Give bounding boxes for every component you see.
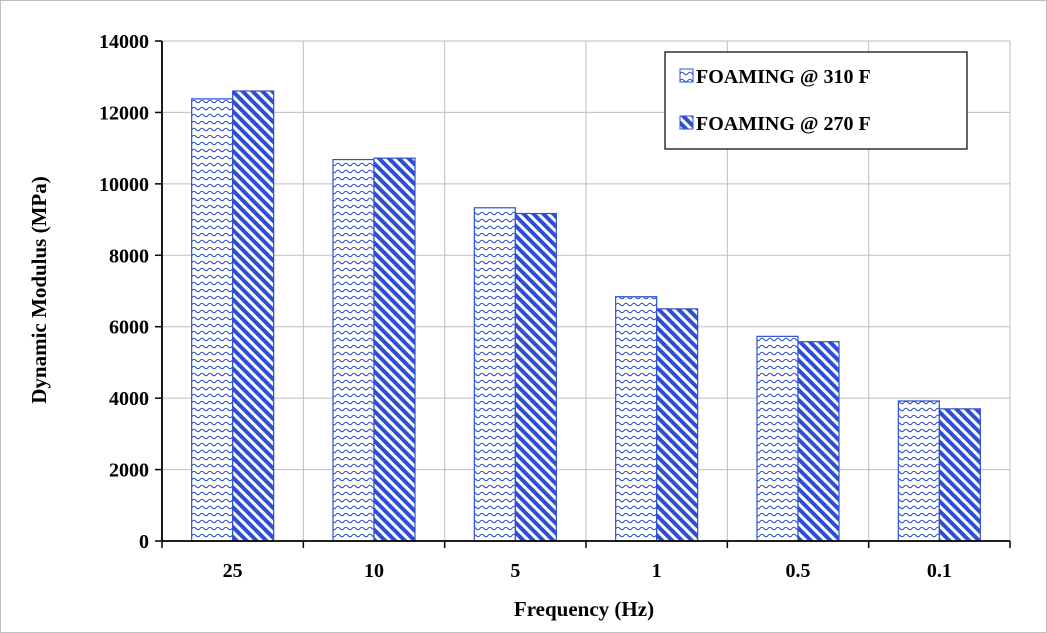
legend-swatch-310: [679, 68, 694, 83]
legend-label-270: FOAMING @ 270 F: [696, 113, 871, 135]
bar-310f-5: [473, 207, 516, 542]
bar-310f-0.5: [756, 335, 799, 542]
gridlines: [162, 40, 1011, 541]
x-tick-label: 0.5: [786, 560, 811, 582]
legend-box: [664, 51, 968, 150]
x-tick-label: 25: [223, 560, 243, 582]
x-tick-label: 5: [510, 560, 520, 582]
axes: [155, 40, 1011, 548]
y-tick-label: 6000: [109, 317, 149, 339]
x-tick-label: 10: [364, 560, 384, 582]
bar-270f-5: [514, 212, 557, 542]
y-tick-label: 10000: [99, 174, 149, 196]
legend-swatch-270: [679, 115, 694, 130]
x-tick-labels: 25 10 5 1 0.5 0.1: [223, 560, 952, 582]
y-tick-label: 12000: [99, 102, 149, 124]
bar-270f-1: [656, 308, 699, 542]
x-tick-label: 1: [652, 560, 662, 582]
y-tick-label: 14000: [99, 31, 149, 53]
bar-310f-1: [615, 296, 658, 542]
legend-label-310: FOAMING @ 310 F: [696, 66, 871, 88]
bars: [191, 90, 981, 542]
bar-270f-0.1: [938, 408, 981, 542]
y-tick-label: 2000: [109, 460, 149, 482]
y-tick-label: 4000: [109, 388, 149, 410]
y-axis-title: Dynamic Modulus (MPa): [27, 176, 51, 404]
legend: FOAMING @ 310 F FOAMING @ 270 F: [664, 51, 968, 150]
bar-270f-0.5: [797, 341, 840, 542]
y-tick-label: 8000: [109, 245, 149, 267]
x-tick-label: 0.1: [927, 560, 952, 582]
bar-270f-25: [232, 90, 275, 542]
bar-310f-10: [332, 158, 375, 542]
x-axis-title: Frequency (Hz): [514, 597, 654, 621]
bar-310f-25: [191, 98, 234, 542]
y-tick-labels: 0 2000 4000 6000 8000 10000 12000 14000: [99, 31, 149, 553]
bar-270f-10: [373, 157, 416, 542]
bar-310f-0.1: [897, 400, 940, 542]
y-tick-label: 0: [139, 531, 149, 553]
